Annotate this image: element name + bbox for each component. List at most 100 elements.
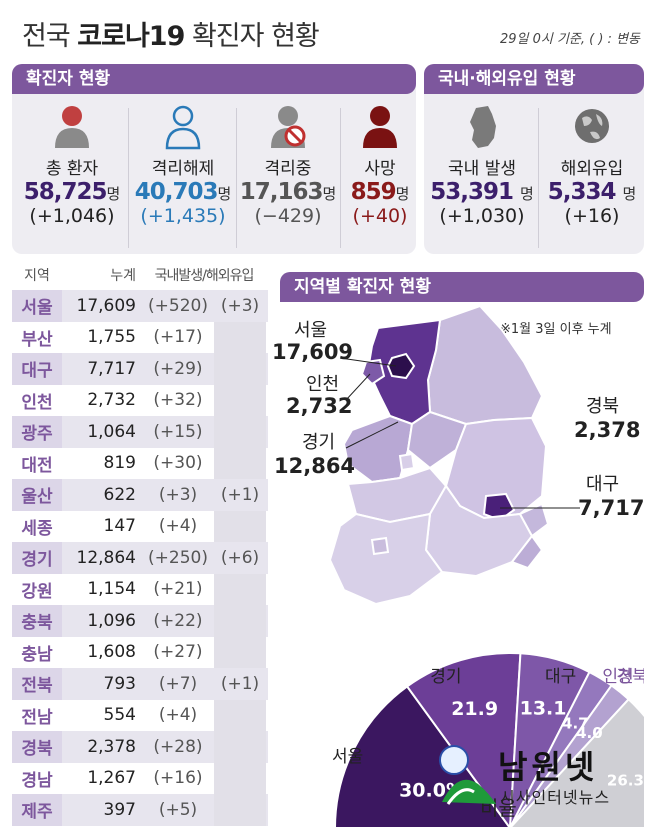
cell-domestic: (+27) xyxy=(153,642,203,663)
cell-domestic: (+4) xyxy=(158,516,198,537)
table-row: 경기 12,864 (+250) (+6) xyxy=(12,542,268,574)
cell-imported: (+6) xyxy=(220,547,260,568)
table-row: 충남 1,608 (+27) xyxy=(12,636,268,668)
origin-heading: 국내·해외유입 현황 xyxy=(424,64,644,94)
cell-imported xyxy=(214,731,266,763)
cell-total: 1,096 xyxy=(87,610,136,631)
pie-value-label: 21.9 xyxy=(451,698,498,720)
stat-change: (+1,030) xyxy=(439,205,525,227)
cell-region: 충남 xyxy=(21,644,53,665)
cell-total: 147 xyxy=(103,516,136,537)
pie-value-label: 26.3 xyxy=(607,771,644,789)
pie-slice xyxy=(508,697,644,828)
leader-line xyxy=(345,373,371,401)
cell-total: 622 xyxy=(103,484,136,505)
title-suffix: 확진자 현황 xyxy=(191,21,320,52)
col-region: 지역 xyxy=(24,268,50,284)
basis-note: 29일 0시 기준, ( ) : 변동 xyxy=(499,32,640,47)
stat-label: 격리해제 xyxy=(151,159,215,179)
table-row: 세종 147 (+4) xyxy=(12,510,268,542)
pie-category-label: 인천 xyxy=(602,667,633,687)
stat-imported: 해외유입 5,334 명 (+16) xyxy=(540,104,644,227)
cell-imported xyxy=(214,699,266,731)
pie-value-label: 4.0 xyxy=(576,724,603,742)
cell-imported: (+1) xyxy=(220,673,260,694)
stat-released: 격리해제 40,703명 (+1,435) xyxy=(133,104,233,227)
col-total: 누계 xyxy=(110,268,136,284)
stat-total: 총 환자 58,725명 (+1,046) xyxy=(22,104,122,227)
cell-domestic: (+17) xyxy=(153,327,203,348)
cell-region: 서울 xyxy=(12,290,62,322)
cell-imported xyxy=(214,416,266,448)
cell-region: 세종 xyxy=(21,518,53,539)
pie-value-label: 13.1 xyxy=(520,697,567,719)
callout-value: 2,732 xyxy=(286,394,353,418)
cell-total: 7,717 xyxy=(87,358,136,379)
cell-region: 광주 xyxy=(12,416,62,448)
summary-heading: 확진자 현황 xyxy=(12,64,416,94)
cell-domestic: (+16) xyxy=(153,768,203,789)
cell-imported: (+1) xyxy=(220,484,260,505)
cell-region: 강원 xyxy=(21,581,53,602)
cell-total: 12,864 xyxy=(76,547,136,568)
cell-domestic: (+4) xyxy=(158,705,198,726)
stat-label: 해외유입 xyxy=(560,159,624,179)
cell-total: 1,755 xyxy=(87,327,136,348)
callout-label: 경기 xyxy=(302,432,336,453)
col-split: 국내발생/해외유입 xyxy=(154,268,255,284)
cell-imported xyxy=(214,353,266,385)
callout-label: 경북 xyxy=(586,396,620,417)
stat-domestic: 국내 발생 53,391 명 (+1,030) xyxy=(428,104,536,227)
stat-change: (+40) xyxy=(352,205,408,227)
cell-total: 554 xyxy=(103,705,136,726)
stat-label: 사망 xyxy=(364,159,396,179)
divider xyxy=(236,108,237,248)
cell-total: 397 xyxy=(103,799,136,820)
stat-change: (+1,046) xyxy=(29,205,115,227)
callout-label: 인천 xyxy=(306,374,340,395)
region-daejeon xyxy=(398,452,416,472)
stat-value: 58,725명 xyxy=(23,179,121,205)
cell-domestic: (+7) xyxy=(158,673,198,694)
stat-label: 총 환자 xyxy=(45,159,99,179)
pie-category-label: 서울 xyxy=(332,747,363,767)
cell-total: 1,608 xyxy=(87,642,136,663)
cell-imported xyxy=(214,636,266,668)
callout-value: 2,378 xyxy=(574,418,641,442)
table-row: 전남 554 (+4) xyxy=(12,699,268,731)
korea-map-icon xyxy=(470,106,496,148)
page-title: 전국 코로나19 확진자 현황 xyxy=(22,14,320,53)
table-row: 강원 1,154 (+21) xyxy=(12,573,268,605)
title-bold: 코로나19 xyxy=(77,21,185,52)
person-outline-icon xyxy=(165,105,201,150)
callout-value: 12,864 xyxy=(274,454,356,478)
stat-change: (+16) xyxy=(564,205,620,227)
stat-value: 17,163명 xyxy=(239,179,337,205)
summary-panel: 확진자 현황 xyxy=(12,64,416,254)
cell-domestic: (+21) xyxy=(153,579,203,600)
region-jeonnam xyxy=(328,512,444,606)
cell-domestic: (+3) xyxy=(158,484,198,505)
cell-region: 대구 xyxy=(12,353,62,385)
leader-line xyxy=(339,357,397,367)
table-row: 인천 2,732 (+32) xyxy=(12,384,268,416)
stat-value: 40,703명 xyxy=(134,179,232,205)
divider xyxy=(538,108,539,248)
cell-region: 전남 xyxy=(21,707,53,728)
region-table: 지역 누계 국내발생/해외유입 서울 17,609 (+520) (+3) 부산 1,75… xyxy=(12,260,268,826)
divider xyxy=(128,108,129,248)
cell-region: 인천 xyxy=(21,392,53,413)
cell-region: 울산 xyxy=(12,479,62,511)
stat-value: 859명 xyxy=(350,179,410,205)
stat-isolated: 격리중 17,163명 (−429) xyxy=(238,104,338,227)
region-gwangju xyxy=(370,536,390,556)
cell-domestic: (+5) xyxy=(158,799,198,820)
table-body: 서울 17,609 (+520) (+3) 부산 1,755 (+17) 대구 7,717 (+2… xyxy=(12,290,268,826)
cell-imported xyxy=(214,573,266,605)
cell-domestic: (+520) xyxy=(148,295,208,316)
stat-change: (+1,435) xyxy=(140,205,226,227)
region-gangwon xyxy=(426,304,544,426)
cell-imported xyxy=(214,321,266,353)
leader-line xyxy=(345,421,399,449)
